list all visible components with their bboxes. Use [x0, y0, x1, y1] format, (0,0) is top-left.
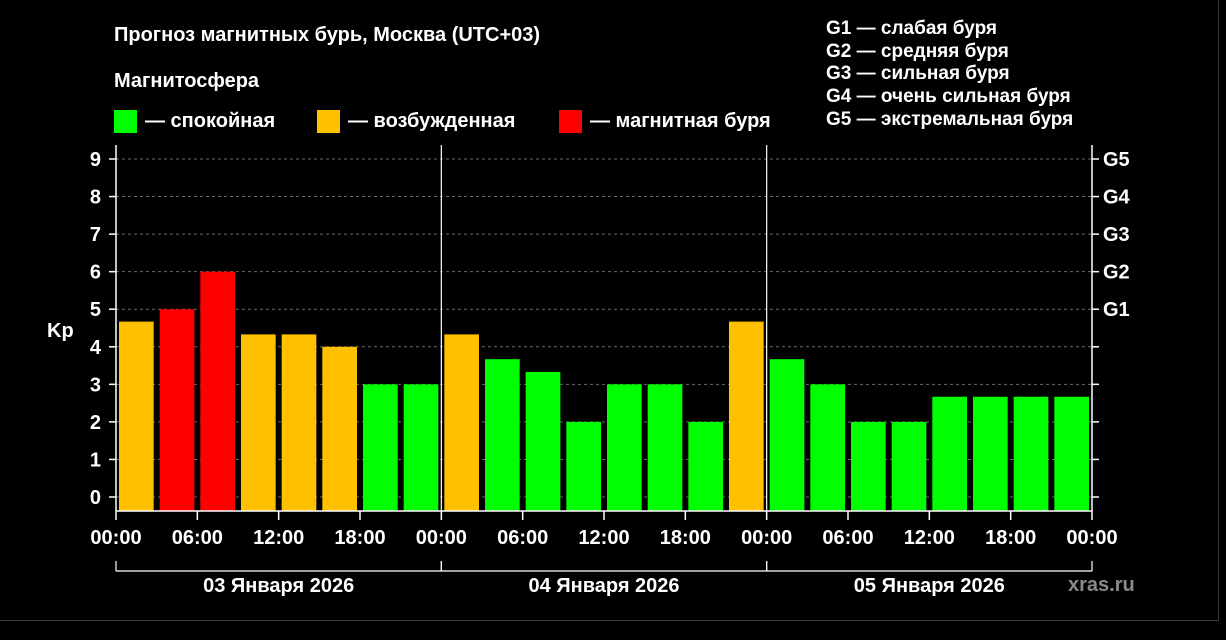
g-scale-item: G1 — слабая буря [826, 18, 998, 39]
x-tick-label: 00:00 [90, 527, 141, 549]
y-tick-label: 0 [90, 487, 101, 509]
g-scale-item: G4 — очень сильная буря [826, 86, 1071, 108]
kp-bar [891, 421, 927, 511]
y-tick-label: 2 [90, 412, 101, 434]
g-scale-item: G5 — экстремальная буря [826, 108, 1074, 130]
kp-bar [322, 346, 357, 511]
x-tick-label: 00:00 [1066, 527, 1117, 549]
x-tick-label: 18:00 [985, 527, 1036, 549]
x-tick-label: 06:00 [822, 527, 873, 549]
legend-swatch-calm [114, 109, 137, 133]
kp-bar [1013, 396, 1049, 511]
kp-bar [729, 321, 764, 511]
kp-bar [159, 309, 195, 511]
kp-bar [647, 384, 683, 511]
kp-bar [444, 334, 479, 511]
legend-label-calm: — спокойная [145, 109, 276, 132]
x-tick-label: 12:00 [253, 527, 304, 549]
g-scale-item: G3 — сильная буря [826, 63, 1010, 85]
kp-bar [769, 359, 805, 511]
kp-bar [973, 396, 1008, 511]
legend-swatch-storm [559, 109, 582, 133]
legend-label-storm: — магнитная буря [590, 109, 771, 132]
kp-bar [241, 334, 276, 511]
x-tick-label: 12:00 [904, 527, 955, 549]
y-tick-label: 9 [90, 149, 101, 171]
kp-bar [200, 271, 235, 511]
day-label: 04 Января 2026 [528, 575, 679, 597]
g-level-label: G1 [1103, 299, 1130, 321]
y-tick-label: 6 [90, 262, 101, 284]
kp-bar [566, 421, 601, 511]
legend-item-storm: — магнитная буря [559, 108, 771, 134]
kp-bar [810, 384, 845, 511]
kp-bar [607, 384, 642, 511]
x-tick-label: 00:00 [416, 527, 467, 549]
kp-bar [525, 371, 561, 511]
day-label: 05 Января 2026 [854, 575, 1005, 597]
legend-swatch-excited [317, 109, 340, 133]
magnetosphere-subtitle: Магнитосфера [114, 70, 260, 92]
kp-bar [281, 334, 317, 511]
y-tick-label: 8 [90, 187, 101, 209]
g-level-label: G2 [1103, 262, 1130, 284]
x-tick-label: 12:00 [578, 527, 629, 549]
y-tick-label: 7 [90, 224, 101, 246]
kp-bar [932, 396, 967, 511]
g-level-label: G4 [1103, 187, 1131, 209]
x-tick-label: 06:00 [172, 527, 223, 549]
y-tick-label: 5 [90, 299, 101, 321]
kp-bar [363, 384, 398, 511]
y-axis-title: Kp [47, 320, 74, 342]
g-level-label: G5 [1103, 149, 1130, 171]
y-tick-label: 3 [90, 374, 101, 396]
chart-frame [0, 0, 1219, 621]
legend-label-excited: — возбужденная [348, 109, 516, 132]
kp-bar [1054, 396, 1089, 511]
x-tick-label: 06:00 [497, 527, 548, 549]
chart-title: Прогноз магнитных бурь, Москва (UTC+03) [114, 24, 541, 46]
legend-item-excited: — возбужденная [317, 108, 515, 134]
x-tick-label: 00:00 [741, 527, 792, 549]
g-level-label: G3 [1103, 224, 1130, 246]
x-tick-label: 18:00 [334, 527, 385, 549]
y-tick-label: 1 [90, 449, 101, 471]
x-tick-label: 18:00 [660, 527, 711, 549]
kp-bar [403, 384, 439, 511]
day-label: 03 Января 2026 [203, 575, 354, 597]
kp-bar [119, 321, 154, 511]
g-scale-item: G2 — средняя буря [826, 40, 1009, 62]
legend-item-calm: — спокойная [114, 108, 275, 134]
kp-bar [688, 421, 723, 511]
credit-label: xras.ru [1068, 574, 1135, 596]
y-tick-label: 4 [90, 337, 102, 359]
g-scale-legend: G1 — слабая буря G2 — средняя буря G3 — … [826, 18, 1073, 132]
kp-bar [485, 359, 520, 511]
kp-bar [851, 421, 886, 511]
